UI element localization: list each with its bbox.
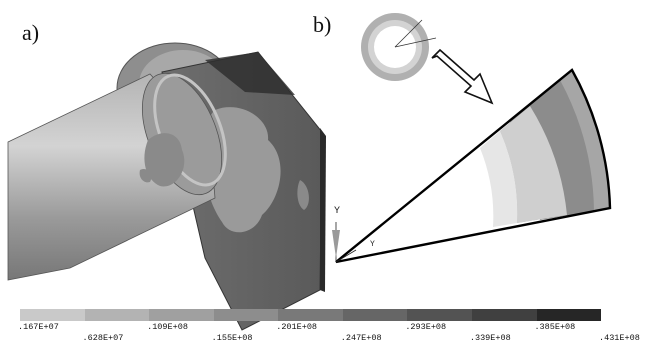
legend-tick-label: .201E+08: [276, 322, 318, 332]
axis-label-y-small: Y: [370, 240, 375, 249]
legend-tick-label: .385E+08: [534, 322, 576, 332]
legend-swatch: [20, 309, 85, 321]
legend-tick-label: .431E+08: [599, 333, 640, 343]
legend-tick-label: .293E+08: [405, 322, 447, 332]
legend-tick-label: .339E+08: [469, 333, 511, 343]
legend-swatch: [213, 309, 279, 321]
legend-swatch: [342, 309, 408, 321]
zoom-arrow: [431, 48, 494, 105]
pipe-cross-section: [361, 13, 437, 81]
plate-top-band: [205, 52, 295, 95]
legend-swatch: [278, 309, 343, 321]
legend-tick-label: .167E+07: [18, 322, 59, 332]
legend-tick-label: .628E+07: [82, 333, 124, 343]
legend-tick-label: .247E+08: [340, 333, 382, 343]
legend-swatch: [471, 309, 537, 321]
legend-swatch: [84, 309, 150, 321]
model-a: [7, 42, 326, 331]
panel-label-b: b): [313, 12, 332, 37]
contour-legend-bar: [20, 309, 602, 321]
axis-label-y: Y: [334, 206, 341, 217]
legend-tick-label: .155E+08: [211, 333, 253, 343]
contour-blob-plate-small: [297, 180, 309, 210]
contour-blob-pipe: [144, 133, 185, 187]
legend-swatch: [407, 309, 472, 321]
legend-swatch: [536, 309, 602, 321]
sector-detail: [332, 68, 612, 264]
contour-blob-pipe-2: [139, 169, 152, 183]
panel-label-a: a): [22, 20, 40, 45]
plate-edge: [320, 128, 326, 292]
legend-swatch: [149, 309, 214, 321]
legend-tick-label: .109E+08: [147, 322, 188, 332]
